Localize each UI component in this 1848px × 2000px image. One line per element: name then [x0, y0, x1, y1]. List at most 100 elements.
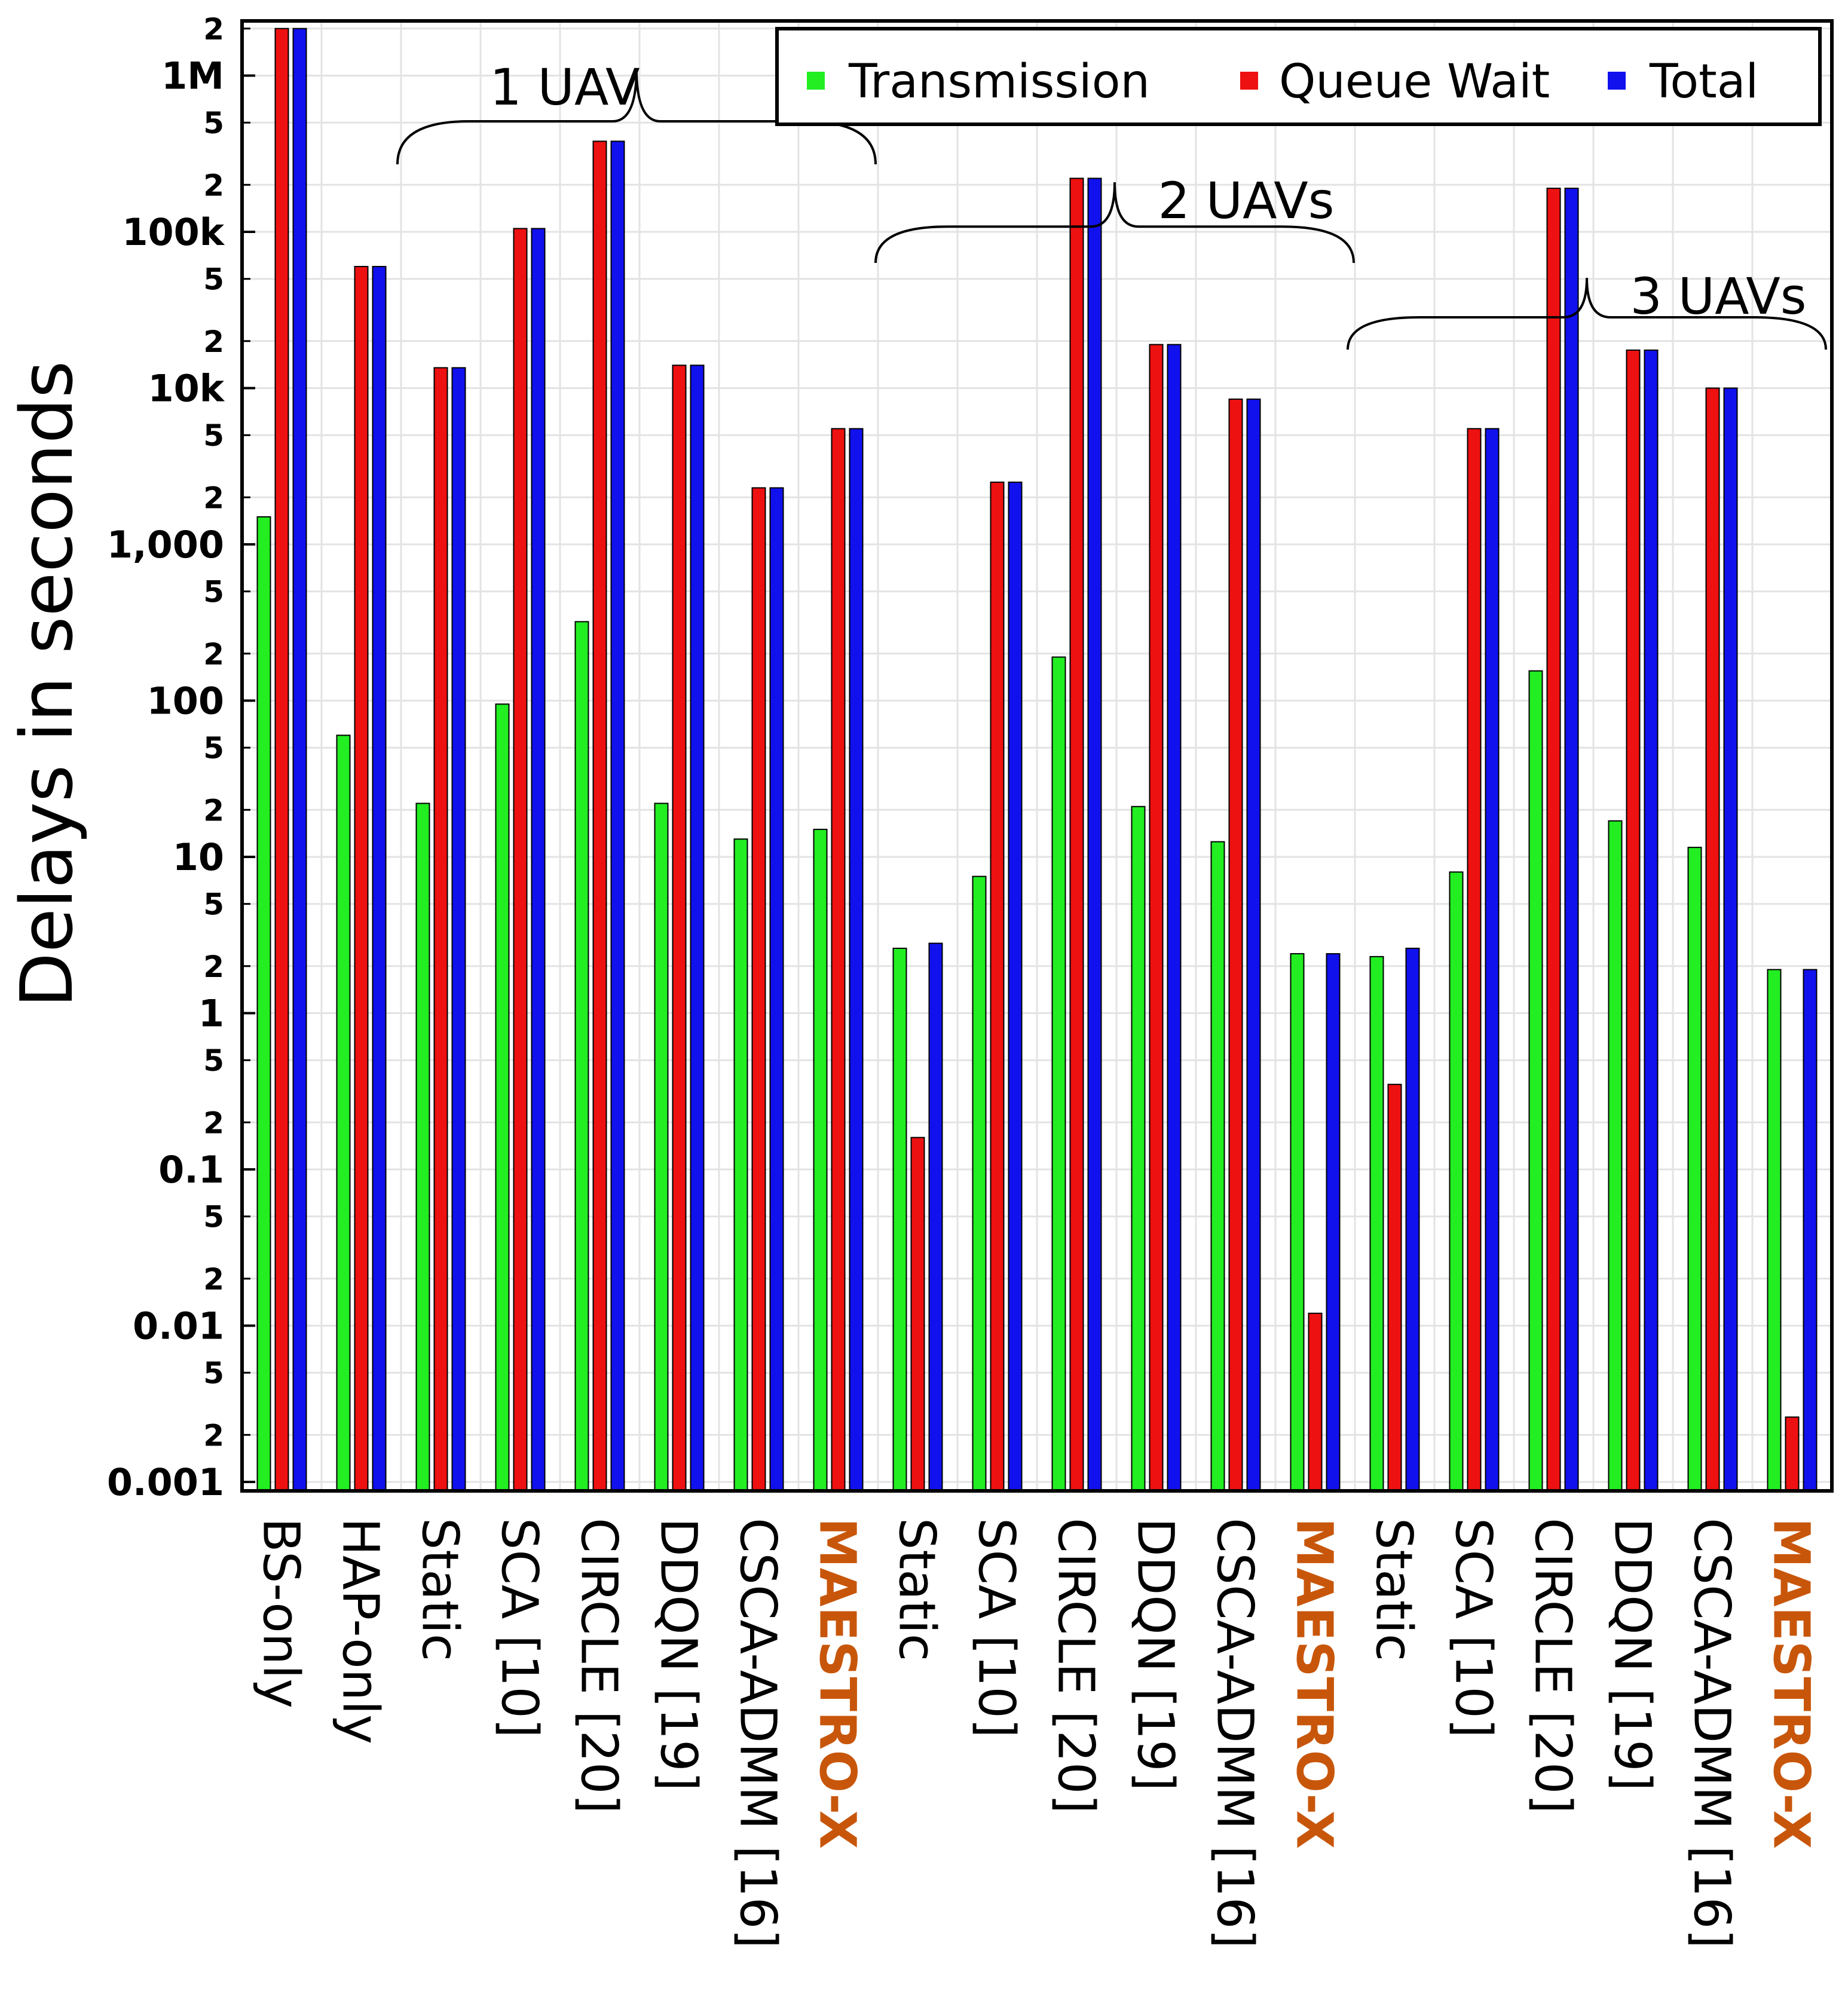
y-tick-minor-label: 2: [203, 480, 224, 515]
legend-label-queue-wait: Queue Wait: [1279, 55, 1550, 109]
x-tick-label: DDQN [19]: [650, 1518, 708, 1791]
bar-total: [928, 942, 943, 1491]
y-tick-label: 0.01: [133, 1304, 224, 1348]
x-tick-label: DDQN [19]: [1604, 1518, 1662, 1791]
bar-total: [531, 228, 546, 1491]
x-tick-label: Static: [888, 1518, 947, 1661]
y-tick-minor-label: 2: [203, 12, 224, 47]
y-tick-minor-label: 5: [203, 575, 224, 610]
bar-queue-wait: [751, 487, 766, 1491]
bar-transmission: [892, 947, 907, 1491]
bar-transmission: [336, 734, 351, 1491]
bar-transmission: [1449, 871, 1464, 1491]
bar-total: [292, 27, 307, 1491]
x-tick-label: DDQN [19]: [1127, 1518, 1185, 1791]
bar-total: [769, 487, 784, 1491]
bar-total: [1326, 953, 1341, 1491]
x-tick-label: SCA [10]: [968, 1518, 1026, 1738]
bar-total: [1564, 188, 1579, 1491]
legend-swatch-queue-wait: [1240, 72, 1258, 90]
bar-total: [690, 365, 705, 1492]
legend-item-transmission: Transmission: [807, 55, 1150, 109]
bar-transmission: [1051, 656, 1066, 1491]
bar-transmission: [654, 803, 669, 1491]
y-tick-minor-label: 5: [203, 106, 224, 140]
y-tick-label: 100k: [122, 210, 225, 254]
bar-total: [451, 367, 466, 1491]
x-tick-label: MAESTRO-X: [1286, 1518, 1344, 1849]
group-label: 1 UAV: [489, 58, 640, 117]
grid: [241, 21, 1833, 1491]
legend-box: [775, 27, 1822, 126]
y-tick-minor-label: 5: [203, 1043, 224, 1078]
bars: [256, 27, 1818, 1492]
y-tick-minor-label: 2: [203, 1105, 224, 1140]
y-tick-label: 1,000: [107, 523, 224, 566]
bar-queue-wait: [513, 228, 528, 1491]
bar-total: [1644, 349, 1659, 1491]
bar-total: [610, 140, 625, 1492]
bar-queue-wait: [1228, 398, 1243, 1492]
legend-swatch-transmission: [807, 72, 825, 90]
group-bracket: [874, 182, 1355, 264]
y-tick-minor-label: 5: [203, 887, 224, 922]
bar-total: [1008, 481, 1023, 1491]
bar-total: [372, 266, 387, 1492]
bar-transmission: [972, 875, 987, 1491]
y-tick-label: 10: [173, 835, 224, 879]
x-axis-ticks: BS-only HAP-only Static SCA [10] CIRCLE [20]…: [252, 1518, 1821, 1949]
y-axis-ticks: 0.001 2 5 0.01 2 5 0.1 2 5 1 2 5 10 2 5 100 2 5 1,000 2 5 10k…: [107, 12, 255, 1504]
legend-item-total: Total: [1608, 55, 1758, 109]
bar-total: [1723, 387, 1738, 1491]
x-tick-label: SCA [10]: [1445, 1518, 1503, 1738]
y-tick-label: 100: [147, 679, 224, 723]
y-tick-label: 1: [198, 992, 224, 1036]
y-tick-minor-label: 5: [203, 1200, 224, 1235]
legend-swatch-total: [1608, 72, 1626, 90]
x-tick-label: CIRCLE [20]: [1524, 1518, 1583, 1814]
legend: Transmission Queue Wait Total: [775, 27, 1822, 126]
bar-queue-wait: [1308, 1312, 1323, 1492]
y-tick-minor-label: 2: [203, 637, 224, 672]
bar-queue-wait: [1785, 1416, 1800, 1491]
y-tick-label: 1M: [161, 54, 224, 98]
y-tick-minor-label: 2: [203, 950, 224, 984]
bar-queue-wait: [1069, 177, 1084, 1491]
x-tick-label: MAESTRO-X: [809, 1518, 867, 1849]
bar-queue-wait: [354, 266, 369, 1492]
group-label: 2 UAVs: [1158, 171, 1335, 230]
x-tick-label: Static: [411, 1518, 470, 1661]
x-tick-label: MAESTRO-X: [1763, 1518, 1821, 1849]
bar-queue-wait: [1705, 387, 1720, 1491]
bar-transmission: [1767, 969, 1782, 1491]
y-tick-label: 0.1: [158, 1148, 224, 1192]
x-tick-label: CIRCLE [20]: [1047, 1518, 1106, 1814]
bar-queue-wait: [1467, 428, 1482, 1491]
group-brackets: 1 UAV 2 UAVs 3 UAVs: [396, 58, 1827, 350]
plot-frame: [240, 19, 1834, 1493]
bar-queue-wait: [1149, 344, 1164, 1491]
bar-queue-wait: [672, 365, 687, 1492]
bar-transmission: [495, 703, 510, 1491]
bar-transmission: [1210, 841, 1225, 1491]
bar-total: [1485, 428, 1500, 1491]
bar-total: [1405, 947, 1420, 1491]
bar-total: [1087, 177, 1102, 1491]
group-label: 3 UAVs: [1630, 267, 1807, 326]
bar-total: [1803, 969, 1818, 1491]
bar-queue-wait: [274, 27, 289, 1491]
x-tick-label: CSCA-ADMM [16]: [1683, 1518, 1742, 1949]
y-tick-minor-label: 5: [203, 262, 224, 297]
y-tick-minor-label: 2: [203, 1418, 224, 1453]
bar-queue-wait: [433, 367, 448, 1491]
bar-transmission: [1131, 805, 1146, 1491]
x-tick-label: CSCA-ADMM [16]: [729, 1518, 788, 1949]
bar-total: [1167, 344, 1182, 1491]
x-tick-label: CIRCLE [20]: [570, 1518, 629, 1814]
y-tick-minor-label: 2: [203, 324, 224, 359]
bar-queue-wait: [1546, 188, 1561, 1491]
y-tick-minor-label: 5: [203, 418, 224, 453]
bar-queue-wait: [592, 140, 607, 1492]
legend-item-queue-wait: Queue Wait: [1240, 55, 1550, 109]
y-tick-minor-label: 2: [203, 793, 224, 828]
